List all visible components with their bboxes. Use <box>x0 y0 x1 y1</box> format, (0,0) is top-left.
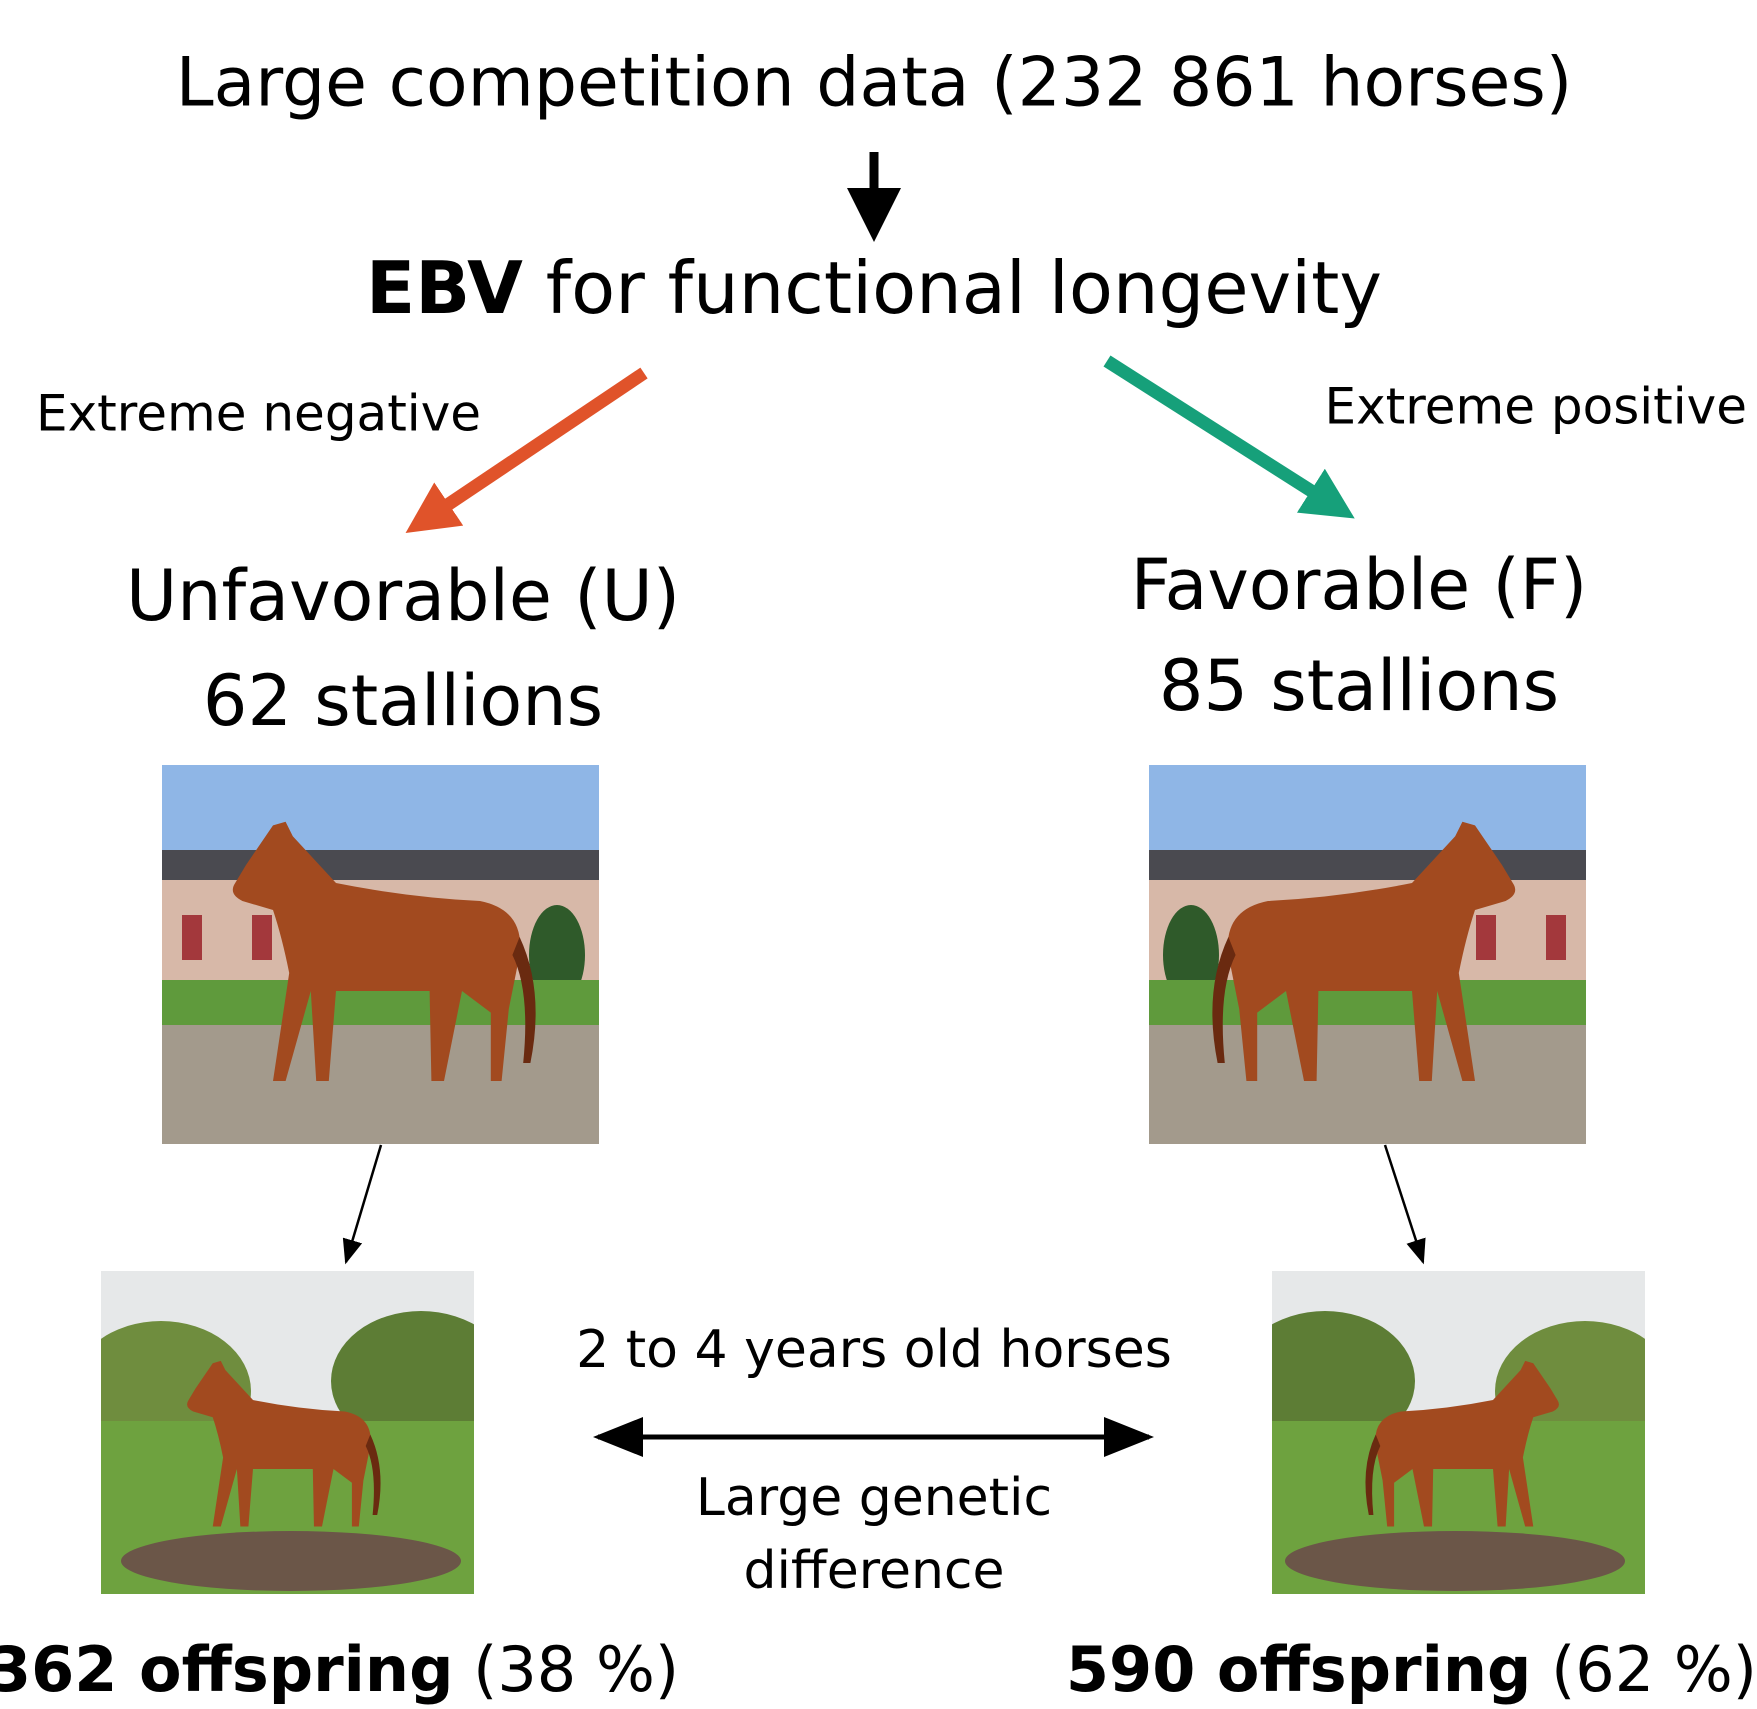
group-name: Unfavorable (U) <box>126 555 680 637</box>
group-count: 62 stallions <box>203 660 603 742</box>
offspring-text: (38 %) <box>453 1633 679 1706</box>
offspring-label: 362 offspring (38 %) <box>0 1633 679 1706</box>
ebv-line: EBV for functional longevity <box>366 246 1382 330</box>
ebv-text: for functional longevity <box>523 246 1382 330</box>
offspring-text: (62 %) <box>1531 1633 1757 1706</box>
ebv-bold: EBV <box>366 246 523 330</box>
arrow-positive <box>1107 361 1335 506</box>
stallion-photo <box>162 765 599 1144</box>
title: Large competition data (232 861 horses) <box>176 44 1573 123</box>
difference-label: difference <box>743 1541 1004 1601</box>
difference-label: Large genetic <box>696 1468 1052 1528</box>
offspring-label: 590 offspring (62 %) <box>1066 1633 1757 1706</box>
arrow-offspring <box>346 1145 381 1262</box>
offspring-photo <box>1235 1271 1675 1594</box>
offspring-bold: 590 offspring <box>1066 1633 1531 1706</box>
stallion-photo <box>1149 765 1586 1144</box>
arrow-offspring <box>1385 1145 1423 1262</box>
page: Large competition data (232 861 horses) … <box>0 0 1757 1709</box>
label-negative: Extreme negative <box>36 385 481 443</box>
group-count: 85 stallions <box>1159 645 1559 727</box>
age-label: 2 to 4 years old horses <box>576 1320 1172 1380</box>
group-name: Favorable (F) <box>1131 544 1588 626</box>
diagram: Large competition data (232 861 horses) … <box>0 0 1757 1709</box>
label-positive: Extreme positive <box>1325 378 1748 436</box>
offspring-bold: 362 offspring <box>0 1633 453 1706</box>
offspring-photo <box>71 1271 511 1594</box>
